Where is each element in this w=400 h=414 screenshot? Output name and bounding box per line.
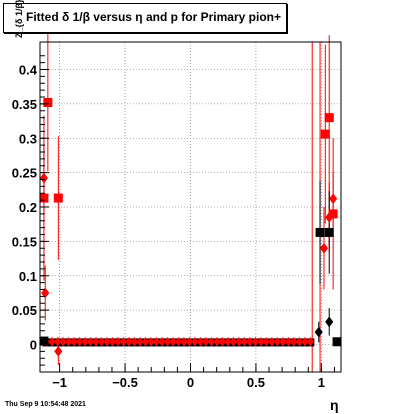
- data-point: [295, 336, 303, 347]
- x-tick-label: 0: [187, 375, 194, 390]
- data-markers: [39, 98, 342, 357]
- data-point: [235, 336, 243, 347]
- data-point: [218, 336, 227, 347]
- data-point: [130, 336, 139, 347]
- y-axis-label: Z_{δ 1/β}: [14, 0, 24, 38]
- data-point: [268, 336, 276, 347]
- data-point: [262, 336, 271, 347]
- data-point: [53, 336, 62, 347]
- data-point: [158, 336, 166, 347]
- chart-title: Fitted δ 1/β versus η and p for Primary …: [26, 10, 281, 24]
- data-point: [75, 336, 84, 347]
- data-point: [174, 336, 183, 347]
- data-point: [240, 336, 249, 347]
- data-point: [86, 336, 95, 347]
- data-point: [39, 172, 48, 184]
- data-point: [103, 336, 111, 347]
- data-point: [64, 336, 73, 347]
- x-axis-label: η: [330, 397, 339, 413]
- data-point: [48, 336, 56, 347]
- y-tick-label: 0.25: [12, 166, 37, 181]
- data-point: [306, 336, 314, 347]
- data-point: [213, 336, 221, 347]
- y-tick-label: 0.2: [19, 200, 37, 215]
- data-point: [53, 193, 63, 203]
- data-point: [108, 336, 117, 347]
- data-point: [97, 336, 106, 347]
- data-point: [41, 287, 50, 299]
- data-point: [119, 336, 128, 347]
- y-tick-label: 0.3: [19, 131, 37, 146]
- data-point: [320, 129, 330, 139]
- data-point: [196, 336, 205, 347]
- data-point: [43, 98, 53, 107]
- data-point: [70, 336, 78, 347]
- data-point: [257, 336, 265, 347]
- data-point: [314, 326, 323, 338]
- data-point: [251, 336, 260, 347]
- y-tick-label: 0.1: [19, 269, 37, 284]
- timestamp: Thu Sep 9 10:54:48 2021: [5, 401, 86, 408]
- data-point: [39, 336, 49, 346]
- data-point: [229, 336, 238, 347]
- data-point: [202, 336, 210, 347]
- data-point: [284, 336, 292, 347]
- data-point: [315, 227, 325, 237]
- data-point: [152, 336, 161, 347]
- data-point: [224, 336, 232, 347]
- y-tick-label: 0.05: [12, 303, 37, 318]
- y-tick-label: 0: [30, 338, 37, 353]
- data-point: [147, 336, 155, 347]
- x-tick-label: −1: [52, 375, 67, 390]
- data-point: [329, 193, 338, 205]
- data-point: [136, 336, 144, 347]
- data-point: [279, 336, 287, 347]
- data-point: [324, 227, 334, 237]
- data-point: [207, 336, 216, 347]
- data-point: [125, 336, 133, 347]
- axis-ticks: [40, 55, 335, 372]
- data-point: [328, 209, 338, 219]
- y-tick-label: 0.4: [19, 63, 38, 78]
- data-point: [191, 336, 199, 347]
- title-box: Fitted δ 1/β versus η and p for Primary …: [3, 3, 287, 33]
- y-tick-label: 0.35: [12, 97, 37, 112]
- data-point: [319, 242, 329, 254]
- tick-labels: −1 −0.5 0 0.5 1 0 0.05 0.1 0.15 0.2 0.25 0.3 0.35 0.4: [12, 63, 325, 391]
- y-tick-label: 0.15: [12, 234, 37, 249]
- x-tick-label: 1: [318, 375, 325, 390]
- data-point: [180, 336, 188, 347]
- data-point: [141, 336, 150, 347]
- data-point: [54, 345, 63, 357]
- data-point: [92, 336, 100, 347]
- data-point: [324, 113, 334, 123]
- data-point: [81, 336, 89, 347]
- data-point: [185, 336, 194, 347]
- data-point: [39, 193, 49, 203]
- data-point: [114, 336, 122, 347]
- data-point: [59, 336, 67, 347]
- data-point: [332, 337, 342, 347]
- data-point: [273, 336, 281, 347]
- data-point: [325, 316, 334, 328]
- data-point: [169, 336, 177, 347]
- data-point: [246, 336, 254, 347]
- data-point: [301, 336, 309, 347]
- x-tick-label: 0.5: [247, 375, 265, 390]
- grid-lines: [40, 42, 341, 372]
- data-point: [163, 336, 172, 347]
- x-tick-label: −0.5: [112, 375, 138, 390]
- data-point: [290, 336, 298, 347]
